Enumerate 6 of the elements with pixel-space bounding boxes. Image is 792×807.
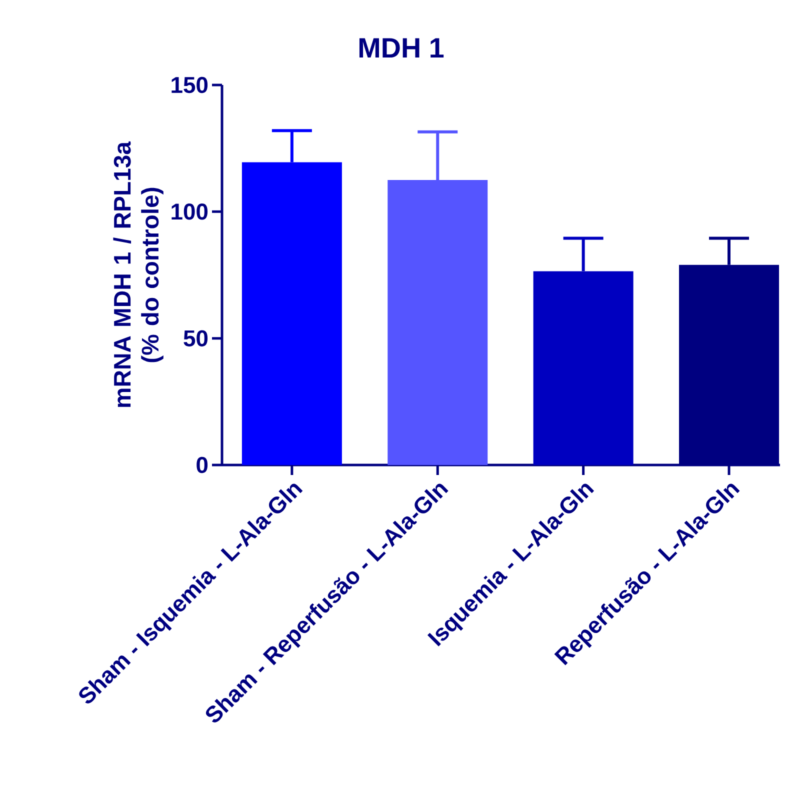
y-tick-label: 100 [172, 204, 208, 220]
y-tick-label: 0 [196, 456, 208, 474]
y-tick-label: 150 [172, 76, 208, 94]
y-axis-title: mRNA MDH 1 / RPL13a (% do controle) [113, 141, 164, 407]
y-tick-label: 50 [184, 330, 208, 346]
chart-title: MDH 1 [359, 38, 444, 58]
